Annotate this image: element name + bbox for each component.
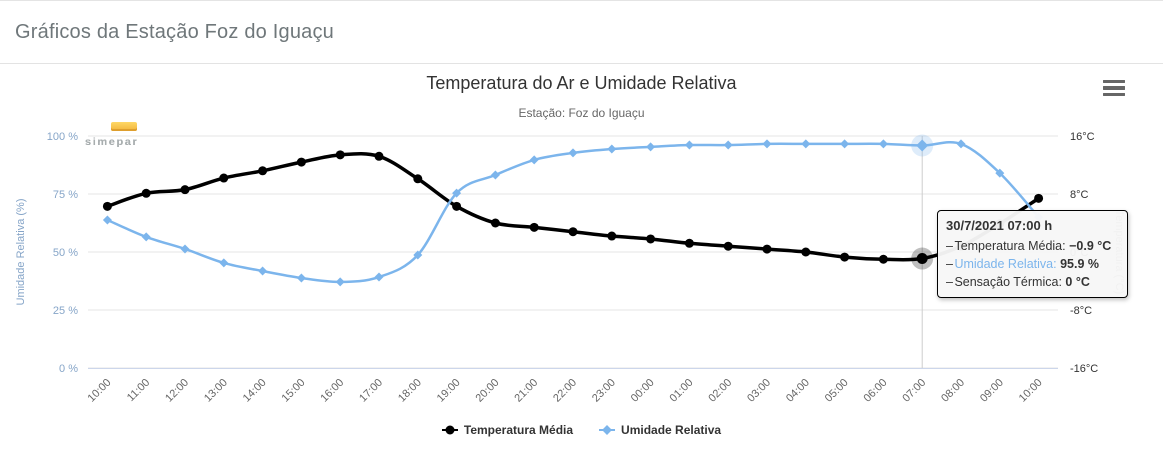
hamburger-icon (1103, 79, 1125, 84)
svg-text:25 %: 25 % (53, 305, 78, 317)
svg-text:09:00: 09:00 (978, 377, 1006, 405)
tooltip-date: 30/7/2021 07:00 h (946, 218, 1053, 233)
circle-marker-icon (441, 425, 458, 435)
chart-container: Temperatura do Ar e Umidade Relativa Est… (0, 64, 1163, 450)
svg-text:06:00: 06:00 (862, 377, 890, 405)
legend-item-temperatura-media[interactable]: Temperatura Média (441, 423, 573, 437)
chart-subtitle: Estação: Foz do Iguaçu (518, 106, 645, 120)
svg-text:17:00: 17:00 (357, 377, 385, 405)
page-header: Gráficos da Estação Foz do Iguaçu (0, 0, 1163, 64)
tooltip: 30/7/2021 07:00 h Temperatura Média−0.9 … (937, 210, 1128, 298)
hamburger-icon (1103, 92, 1125, 97)
hamburger-icon (1103, 86, 1125, 90)
chart-title: Temperatura do Ar e Umidade Relativa (426, 73, 737, 93)
simepar-watermark: simepar (85, 122, 149, 148)
svg-text:75 %: 75 % (53, 189, 78, 201)
svg-text:10:00: 10:00 (86, 377, 114, 405)
svg-text:14:00: 14:00 (241, 377, 269, 405)
tooltip-row-humidity: Umidade Relativa95.9 % (946, 255, 1119, 273)
svg-text:12:00: 12:00 (163, 377, 191, 405)
svg-text:04:00: 04:00 (784, 377, 812, 405)
x-axis-labels: 10:00 11:00 12:00 13:00 14:00 15:00 16:00 17:00… (86, 377, 1045, 405)
svg-text:-8°C: -8°C (1070, 305, 1092, 317)
legend-item-umidade-relativa[interactable]: Umidade Relativa (599, 423, 721, 437)
chart-legend: Temperatura Média Umidade Relativa (0, 423, 1163, 437)
tooltip-row-temperature: Temperatura Média−0.9 °C (946, 237, 1119, 255)
svg-text:8°C: 8°C (1070, 189, 1089, 201)
svg-text:18:00: 18:00 (396, 377, 424, 405)
series-1 (102, 134, 1044, 287)
svg-text:11:00: 11:00 (125, 377, 152, 404)
chart-context-menu-button[interactable] (1099, 75, 1129, 101)
page-title: Gráficos da Estação Foz do Iguaçu (15, 20, 334, 43)
svg-text:-16°C: -16°C (1070, 363, 1098, 375)
svg-text:21:00: 21:00 (512, 377, 540, 405)
svg-text:19:00: 19:00 (435, 377, 463, 405)
svg-text:01:00: 01:00 (668, 377, 696, 405)
svg-text:15:00: 15:00 (280, 377, 308, 405)
svg-text:16°C: 16°C (1070, 131, 1095, 143)
svg-text:100 %: 100 % (47, 131, 78, 143)
svg-text:20:00: 20:00 (474, 377, 502, 405)
svg-text:50 %: 50 % (53, 247, 78, 259)
plot-area[interactable]: 100 %16°C75 %8°C50 %0°C25 %-8°C0 %-16°C1… (0, 64, 1163, 450)
svg-text:00:00: 00:00 (629, 377, 657, 405)
truck-icon (111, 122, 137, 131)
svg-text:22:00: 22:00 (551, 377, 579, 405)
svg-text:16:00: 16:00 (318, 377, 346, 405)
svg-text:07:00: 07:00 (900, 377, 928, 405)
svg-text:08:00: 08:00 (939, 377, 967, 405)
svg-text:23:00: 23:00 (590, 377, 618, 405)
svg-text:10:00: 10:00 (1017, 377, 1045, 405)
svg-text:02:00: 02:00 (706, 377, 734, 405)
svg-text:05:00: 05:00 (823, 377, 851, 405)
svg-text:0 %: 0 % (59, 363, 78, 375)
diamond-marker-icon (599, 425, 616, 435)
simepar-logo-text: simepar (85, 136, 139, 148)
svg-text:13:00: 13:00 (202, 377, 230, 405)
tooltip-row-thermal-sensation: Sensação Térmica0 °C (946, 273, 1119, 291)
svg-text:03:00: 03:00 (745, 377, 773, 405)
